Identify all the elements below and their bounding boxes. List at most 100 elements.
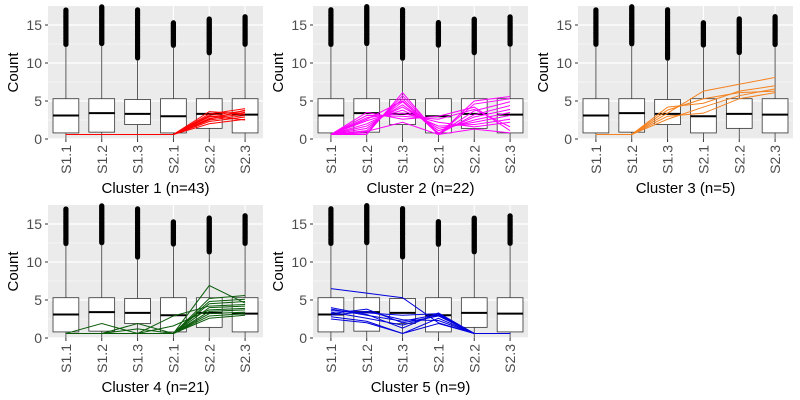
outlier-point [242,14,248,20]
x-tick-label: S1.1 [588,145,604,174]
box-S2.3 [231,213,259,338]
outlier-point [471,16,477,22]
box-body [618,98,646,133]
x-tick-label: S2.1 [430,344,446,373]
y-tick-label: 10 [556,55,572,71]
x-tick-label: S2.3 [767,145,783,174]
series-line-11 [65,314,246,334]
box-S2.3 [231,14,259,139]
panel-title: Cluster 5 (n=9) [371,379,471,396]
x-tick-label: S1.1 [323,145,339,174]
x-tick-label: S2.3 [237,145,253,174]
box-body [124,99,151,125]
cluster-lines [330,288,511,334]
y-tick-label: 10 [291,55,307,71]
panel-background [48,205,263,338]
series-line-12 [330,95,511,136]
y-tick-label: 5 [564,93,572,109]
panel-5: 0 5 10 15 S1.1 S1.2 S1.3 S2.1 S2.2 S2.3 Count Clust… [270,203,528,396]
y-tick-label: 0 [34,131,42,147]
box-body [496,297,524,333]
panel-background [48,6,263,139]
x-tick-label: S1.1 [58,145,74,174]
outlier-point [399,7,406,13]
x-tick-label: S1.2 [94,145,110,174]
cluster-lines [595,76,776,135]
outlier-point [435,19,442,26]
outlier-point [328,7,334,13]
panel-1: 0 5 10 15 S1.1 S1.2 S1.3 S2.1 S2.2 S2.3 Count Clust… [5,4,263,197]
x-tick-label: S2.3 [502,344,518,373]
outlier-point [134,7,141,13]
box-S1.1 [317,7,345,139]
outlier-point [99,4,105,10]
outlier-point [364,203,370,209]
x-tick-label: S1.3 [395,344,411,373]
panel-title: Cluster 4 (n=21) [102,379,210,396]
outlier-point [471,215,477,221]
y-axis-title: Count [270,52,287,93]
outlier-point [63,7,69,13]
outlier-point [328,206,334,212]
box-S1.2 [618,4,646,139]
x-tick-label: S1.3 [395,145,411,174]
y-axis-title: Count [5,52,22,93]
x-tick-label: S2.1 [165,145,181,174]
x-tick-label: S2.1 [695,145,711,174]
series-line-2 [330,94,511,136]
y-tick-label: 15 [291,17,307,33]
outlier-point [206,16,212,22]
outlier-point [507,213,513,219]
outlier-point [736,16,742,22]
outlier-point [700,20,707,26]
x-tick-label: S2.2 [731,145,747,174]
y-tick-label: 5 [299,292,307,308]
outlier-point [435,218,442,225]
y-tick-label: 10 [26,254,42,270]
outlier-point [170,219,177,225]
y-tick-label: 10 [291,254,307,270]
x-tick-label: S2.3 [502,145,518,174]
y-tick-label: 0 [34,330,42,346]
box-S1.3 [124,206,151,338]
x-tick-label: S2.3 [237,344,253,373]
y-tick-label: 10 [26,55,42,71]
panel-4: 0 5 10 15 S1.1 S1.2 S1.3 S2.1 S2.2 S2.3 Count Clust… [5,203,263,396]
x-tick-label: S1.3 [130,344,146,373]
panel-title: Cluster 2 (n=22) [367,180,475,197]
outlier-point [507,14,513,20]
y-axis-title: Count [535,52,552,93]
x-tick-label: S2.2 [201,145,217,174]
outlier-point [134,206,141,212]
box-S2.3 [761,13,789,139]
x-tick-label: S1.1 [58,344,74,373]
box-S2.3 [496,213,524,338]
series-line-11 [330,121,511,135]
box-S2.2 [195,215,223,338]
panel-title: Cluster 3 (n=5) [636,180,736,197]
box-S2.2 [460,215,488,338]
panel-background [313,205,528,338]
x-tick-label: S1.2 [359,344,375,373]
box-S1.2 [88,4,116,139]
panel-3: 0 5 10 15 S1.1 S1.2 S1.3 S2.1 S2.2 S2.3 Count Clust… [535,4,793,197]
outlier-point [170,20,177,26]
outlier-point [399,206,406,212]
box-body [761,98,789,134]
y-tick-label: 15 [26,216,42,232]
y-tick-label: 0 [299,330,307,346]
x-tick-label: S1.2 [624,145,640,174]
box-S2.1 [160,20,187,139]
y-tick-label: 15 [291,216,307,232]
box-body [231,297,259,333]
series-line-10 [65,115,246,135]
outlier-point [242,213,248,219]
box-S1.2 [88,203,116,338]
cluster-lines [330,91,511,136]
outlier-point [99,203,105,209]
series-line-9 [330,308,511,334]
outlier-point [206,215,212,221]
x-tick-label: S2.1 [430,145,446,174]
x-tick-label: S2.1 [165,344,181,373]
